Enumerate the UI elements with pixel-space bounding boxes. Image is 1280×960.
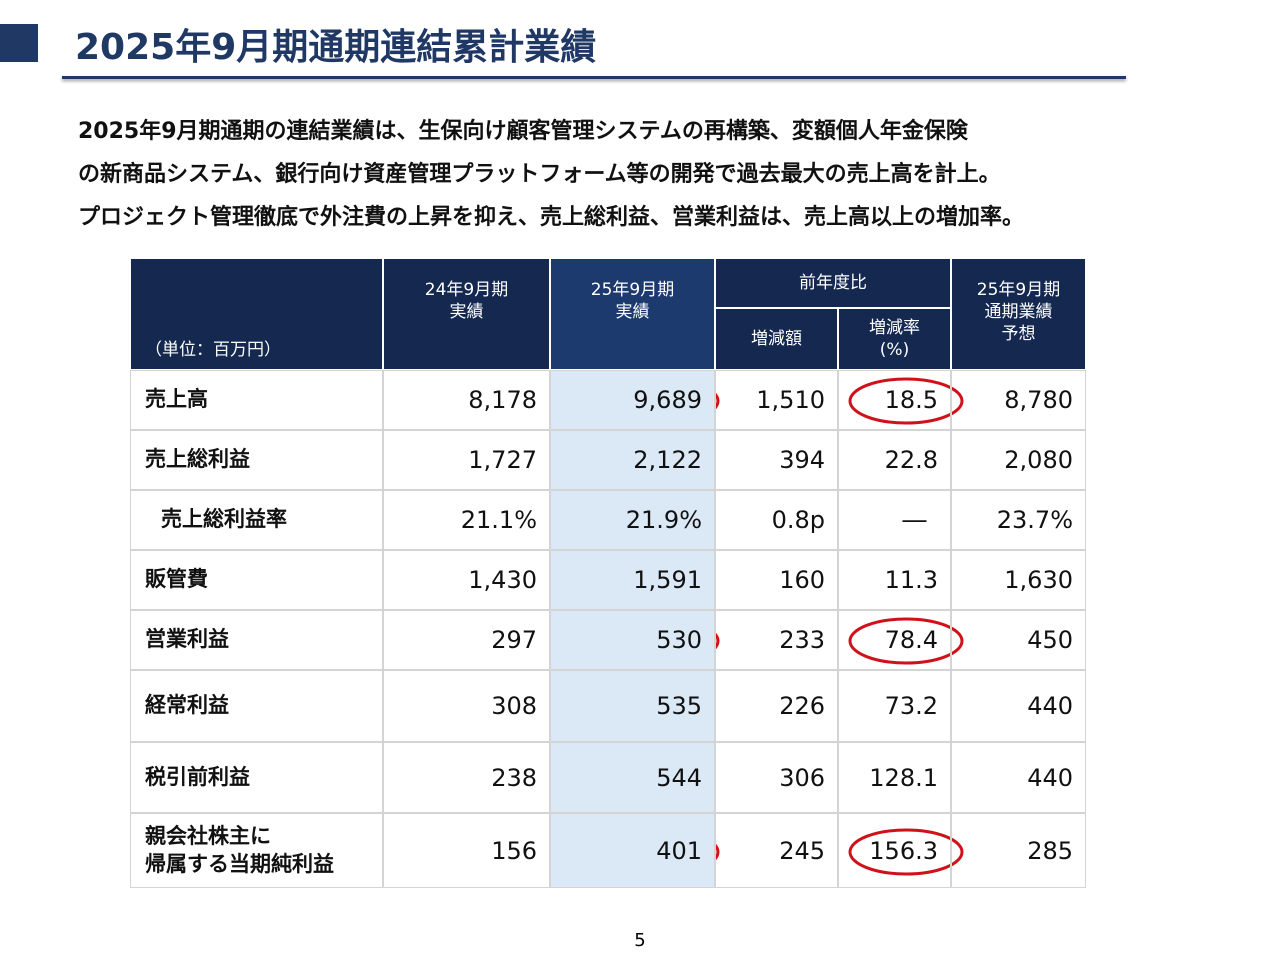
cell: 160 xyxy=(715,550,838,610)
header-text: (%) xyxy=(879,340,910,360)
cell: 440 xyxy=(951,670,1086,742)
cell: 2,080 xyxy=(951,430,1086,490)
cell: 440 xyxy=(951,742,1086,813)
cell: 23.7% xyxy=(951,490,1086,550)
cell: 128.1 xyxy=(838,742,951,813)
title: 2025年9月期通期連結累計業績 xyxy=(75,27,597,68)
cell: ― xyxy=(838,490,951,550)
row-label-text: 帰属する当期純利益 xyxy=(145,851,334,876)
row-label-text: 経常利益 xyxy=(145,693,229,718)
unit-label: （単位：百万円） xyxy=(145,339,281,360)
cell: 22.8 xyxy=(838,430,951,490)
summary-line: プロジェクト管理徹底で外注費の上昇を抑え、売上総利益、営業利益は、売上高以上の増… xyxy=(78,205,1025,230)
cell: 306 xyxy=(715,742,838,813)
cell: 2,122 xyxy=(550,430,715,490)
row-label: 売上高 xyxy=(130,370,383,430)
row-label: 販管費 xyxy=(130,550,383,610)
cell: 308 xyxy=(383,670,550,742)
cell: 8,178 xyxy=(383,370,550,430)
header-text: 25年9月期 xyxy=(976,280,1061,300)
column-header: 24年9月期 実績 xyxy=(383,258,550,370)
cell: 1,510 xyxy=(715,370,838,430)
highlight-circle xyxy=(848,828,964,876)
row-label-text: 売上高 xyxy=(145,387,208,412)
cell: 238 xyxy=(383,742,550,813)
summary-line: の新商品システム、銀行向け資産管理プラットフォーム等の開発で過去最大の売上高を計… xyxy=(78,162,1001,187)
cell: 297 xyxy=(383,610,550,670)
header-text: 実績 xyxy=(449,302,484,323)
cell: 1,430 xyxy=(383,550,550,610)
row-label: 税引前利益 xyxy=(130,742,383,813)
header-text: 24年9月期 xyxy=(424,280,509,300)
cell: 530 xyxy=(550,610,715,670)
cell: 285 xyxy=(951,813,1086,888)
highlight-circle xyxy=(848,617,964,665)
highlight-circle xyxy=(848,377,964,425)
header-text: 実績 xyxy=(615,302,650,323)
cell: 78.4 xyxy=(838,610,951,670)
cell: 156 xyxy=(383,813,550,888)
cell: 1,591 xyxy=(550,550,715,610)
page-number: 5 xyxy=(634,930,646,951)
cell: 394 xyxy=(715,430,838,490)
cell: 544 xyxy=(550,742,715,813)
header-cell: （単位：百万円） xyxy=(130,258,383,370)
cell: 21.1% xyxy=(383,490,550,550)
row-label-text: 税引前利益 xyxy=(145,764,250,789)
cell: 1,727 xyxy=(383,430,550,490)
cell: 8,780 xyxy=(951,370,1086,430)
column-header: 25年9月期 実績 xyxy=(550,258,715,370)
cell: 1,630 xyxy=(951,550,1086,610)
cell: 245 xyxy=(715,813,838,888)
header-text: 予想 xyxy=(1001,324,1036,345)
row-label-text: 売上総利益 xyxy=(145,447,250,472)
header-text: 通期業績 xyxy=(984,302,1053,323)
summary-line: 2025年9月期通期の連結業績は、生保向け顧客管理システムの再構築、変額個人年金… xyxy=(78,119,968,144)
cell: 535 xyxy=(550,670,715,742)
cell: 21.9% xyxy=(550,490,715,550)
header-text: 増減率 xyxy=(869,317,920,338)
cell: 233 xyxy=(715,610,838,670)
header-text: 25年9月期 xyxy=(590,280,675,300)
row-label: 売上総利益 xyxy=(130,430,383,490)
column-header: 増減額 xyxy=(715,308,838,370)
cell: 73.2 xyxy=(838,670,951,742)
cell: 9,689 xyxy=(550,370,715,430)
cell: 450 xyxy=(951,610,1086,670)
group-header: 前年度比 xyxy=(715,258,951,308)
title-rule xyxy=(62,76,1126,79)
cell: 11.3 xyxy=(838,550,951,610)
column-header: 25年9月期 通期業績 予想 xyxy=(951,258,1086,370)
cell: 0.8p xyxy=(715,490,838,550)
row-label-text: 親会社株主に xyxy=(145,824,271,849)
cell: 401 xyxy=(550,813,715,888)
row-label: 経常利益 xyxy=(130,670,383,742)
cell: 18.5 xyxy=(838,370,951,430)
header-text: 増減額 xyxy=(751,328,802,349)
row-label-text: 売上総利益率 xyxy=(161,507,287,532)
cell: 156.3 xyxy=(838,813,951,888)
row-label: 売上総利益率 xyxy=(130,490,383,550)
row-label-text: 販管費 xyxy=(145,567,208,592)
row-label: 営業利益 xyxy=(130,610,383,670)
title-marker xyxy=(0,24,38,62)
row-label-text: 営業利益 xyxy=(145,627,229,652)
column-header: 増減率 (%) xyxy=(838,308,951,370)
row-label: 親会社株主に 帰属する当期純利益 xyxy=(130,813,383,888)
cell: 226 xyxy=(715,670,838,742)
